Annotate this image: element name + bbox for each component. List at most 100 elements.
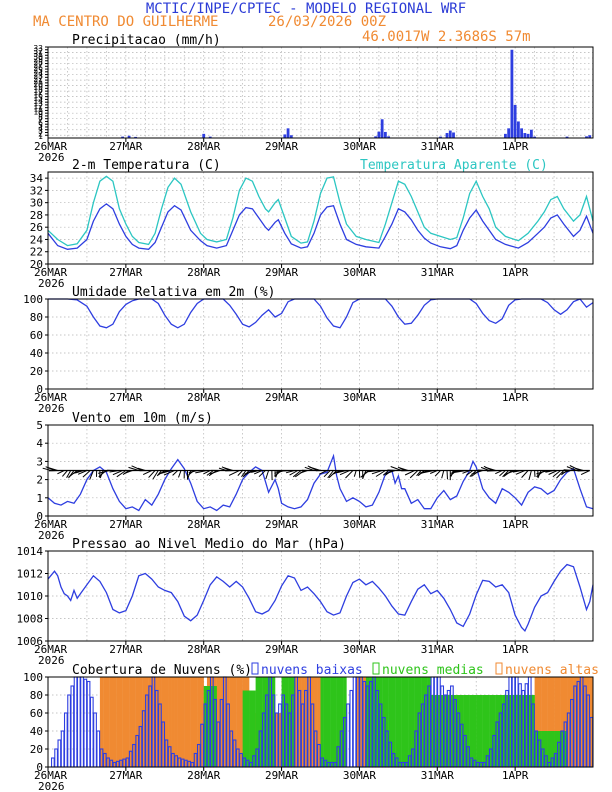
wind-barb — [580, 470, 590, 476]
precip-bar — [585, 136, 588, 138]
cloud-bar-nuvens-altas — [223, 677, 227, 767]
cloud-bar-nuvens-altas — [109, 677, 114, 767]
cloud-bar-nuvens-medias — [258, 677, 263, 767]
cloud-bar-nuvens-medias — [411, 677, 415, 767]
y-tick-label: 34 — [30, 172, 44, 185]
wind-barb — [237, 470, 244, 476]
cloud-bar-nuvens-medias — [281, 677, 286, 767]
cloud-bar-nuvens-altas — [554, 677, 558, 767]
wind-barb — [441, 470, 445, 479]
cloud-bar-nuvens-medias — [489, 695, 493, 767]
x-tick-label: 31MAR — [421, 643, 454, 656]
cloud-bar-nuvens-medias — [447, 695, 451, 767]
y-tick-label: 14 — [33, 96, 43, 105]
precip-bar — [121, 136, 125, 138]
cloud-bar-nuvens-medias — [265, 677, 269, 767]
cloud-bar-nuvens-medias — [479, 695, 483, 767]
x-year-label: 2026 — [38, 402, 65, 415]
cloud-bar-nuvens-medias — [249, 690, 253, 767]
y-tick-label: 4 — [36, 437, 43, 450]
cloud-bar-nuvens-altas — [125, 677, 130, 767]
y-tick-label: 28 — [30, 209, 43, 222]
cloud-bar-nuvens-altas — [168, 677, 172, 767]
x-tick-label: 29MAR — [265, 266, 298, 279]
cloud-bar-nuvens-medias — [430, 695, 435, 767]
cloud-bar-nuvens-medias — [343, 677, 347, 767]
x-tick-label: 26MAR — [34, 518, 67, 531]
y-tick-label: 3 — [38, 127, 43, 136]
cloud-bar-nuvens-medias — [505, 695, 509, 767]
run-label: 26/03/2026 00Z — [268, 14, 386, 30]
x-tick-label: 27MAR — [109, 643, 142, 656]
cloud-bar-nuvens-altas — [239, 677, 243, 767]
cloud-bar-nuvens-altas — [356, 677, 360, 767]
y-tick-label: 60 — [30, 707, 43, 720]
x-tick-label: 29MAR — [265, 769, 298, 782]
x-tick-label: 28MAR — [187, 643, 220, 656]
wind-barb — [152, 470, 159, 480]
wind-barb — [89, 470, 94, 480]
cloud-bar-nuvens-baixas — [349, 689, 354, 768]
series-line-2-m-temperatura-c- — [47, 203, 594, 250]
cloud-bar-nuvens-altas — [135, 677, 140, 767]
cloud-bar-nuvens-medias — [404, 677, 409, 767]
precip-bar — [134, 136, 137, 138]
x-tick-label: 31MAR — [421, 266, 454, 279]
cloud-bar-nuvens-medias — [323, 677, 328, 767]
precip-title: Precipitacao (mm/h) — [72, 33, 221, 48]
cloud-bar-nuvens-altas — [310, 677, 315, 767]
cloud-bar-nuvens-altas — [570, 677, 574, 767]
x-tick-label: 26MAR — [34, 643, 67, 656]
wind-barb — [409, 470, 419, 479]
y-tick-label: 100 — [23, 293, 43, 306]
cloud-bar-nuvens-altas — [304, 677, 308, 767]
wind-barb — [556, 470, 565, 479]
wind-barb — [375, 470, 386, 477]
precip-bar — [445, 133, 449, 138]
x-tick-label: 26MAR — [34, 266, 67, 279]
y-tick-label: 80 — [30, 689, 43, 702]
cloud-bar-nuvens-medias — [437, 695, 441, 767]
cloud-bar-nuvens-altas — [586, 677, 590, 767]
temp-legend: Temperatura Aparente (C) — [360, 158, 548, 173]
cloud-bar-nuvens-baixas — [346, 703, 350, 768]
precip-bar — [448, 130, 452, 138]
cloud-bar-nuvens-altas — [142, 677, 146, 767]
cloud-bar-nuvens-altas — [550, 677, 555, 767]
precip-bar — [383, 131, 387, 138]
cloud-bar-nuvens-baixas — [352, 676, 357, 768]
x-tick-label: 29MAR — [265, 643, 298, 656]
clouds-title: Cobertura de Nuvens (%) — [72, 663, 252, 678]
y-tick-label: 20 — [30, 258, 43, 271]
precip-bar — [520, 128, 524, 138]
cloud-bar-nuvens-medias — [524, 695, 529, 767]
wind-barb — [77, 470, 88, 475]
cloud-bar-nuvens-medias — [427, 677, 431, 767]
y-tick-label: 10 — [33, 107, 43, 116]
cloud-bar-nuvens-altas — [187, 677, 191, 767]
precip-bar — [283, 134, 287, 138]
cloud-bar-nuvens-altas — [560, 677, 565, 767]
y-tick-label: 3 — [36, 455, 43, 468]
cloud-bar-nuvens-altas — [145, 677, 149, 767]
wind-barb — [142, 470, 153, 476]
y-tick-label: 9 — [38, 110, 43, 119]
cloud-bar-nuvens-altas — [99, 677, 104, 767]
panel-wind: 0 1 2 3 4 5 26MAR 27MAR 28MAR 29MAR 30MAR 31MAR 1APR… — [34, 411, 594, 542]
cloud-bar-nuvens-medias — [518, 695, 522, 767]
cloud-bar-nuvens-medias — [544, 731, 548, 767]
cloud-bar-nuvens-altas — [138, 677, 143, 767]
precip-bar — [513, 104, 517, 138]
y-tick-label: 100 — [23, 671, 43, 684]
wind-barb — [327, 470, 334, 479]
cloud-bar-nuvens-medias — [206, 686, 211, 767]
cloud-bar-nuvens-altas — [232, 677, 237, 767]
x-tick-label: 29MAR — [265, 140, 298, 153]
precip-bar — [588, 135, 592, 138]
cloud-bar-nuvens-altas — [317, 677, 321, 767]
legend-swatch-orange — [495, 662, 503, 675]
cloud-bar-nuvens-medias — [284, 677, 289, 767]
cloud-bar-nuvens-medias — [417, 677, 422, 767]
cloud-bar-nuvens-altas — [151, 677, 156, 767]
cloud-bar-nuvens-medias — [288, 677, 292, 767]
